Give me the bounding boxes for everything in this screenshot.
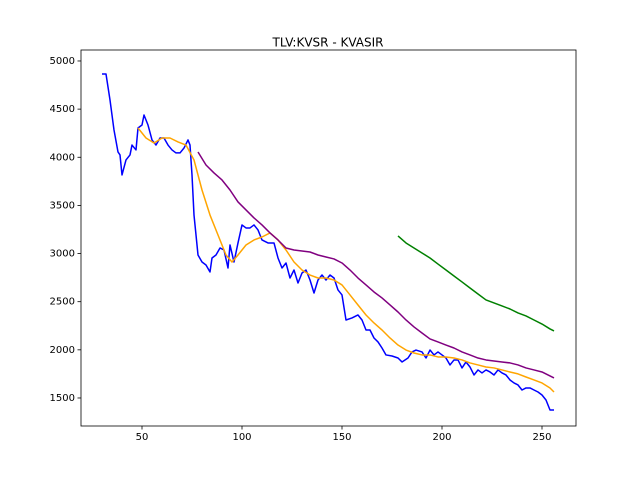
y-tick-label: 5000 [50,56,75,67]
plot-frame [80,49,577,427]
x-tick-label: 250 [532,432,551,443]
line-series [137,127,555,393]
y-tick-label: 4500 [50,104,75,115]
x-tick-label: 100 [232,432,251,443]
y-tick-label: 2000 [50,345,75,356]
x-tick-label: 50 [136,432,149,443]
y-tick-label: 2500 [50,297,75,308]
y-tick-label: 1500 [50,393,75,404]
x-tick-label: 150 [332,432,351,443]
x-tick-label: 200 [432,432,451,443]
line-series [102,73,554,411]
y-tick-label: 3000 [50,249,75,260]
y-tick-label: 3500 [50,200,75,211]
y-tick-label: 4000 [50,152,75,163]
line-series [197,151,555,379]
line-series [397,235,555,332]
chart-title: TLV:KVSR - KVASIR [272,36,384,50]
